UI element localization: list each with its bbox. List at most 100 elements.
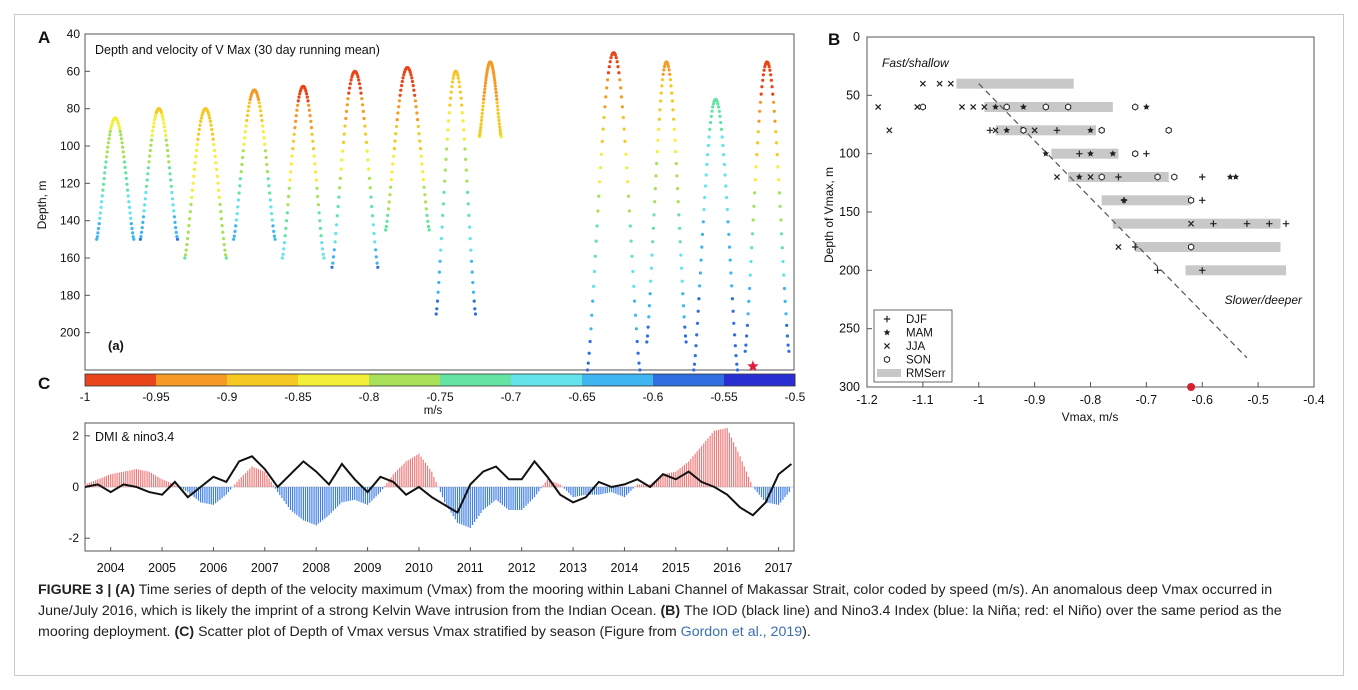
chart-a-point <box>495 97 499 101</box>
chart-a-point <box>98 216 102 220</box>
chart-a-point <box>162 125 167 129</box>
chart-a-point <box>662 68 666 72</box>
chart-a-point <box>414 105 418 109</box>
chart-a-point <box>498 125 502 129</box>
chart-a-point <box>410 76 414 80</box>
chart-a-point <box>344 109 349 113</box>
chart-a-point <box>645 334 650 338</box>
chart-a-point <box>386 213 390 217</box>
figure-caption: FIGURE 3 | (A) Time series of depth of t… <box>38 580 1328 643</box>
chart-a-point <box>782 273 786 277</box>
chart-a-point <box>627 209 632 213</box>
chart-a-point <box>394 132 398 136</box>
chart-a-point <box>256 97 261 101</box>
chart-a-point <box>249 95 253 99</box>
chart-a-point <box>774 130 778 134</box>
chart-a-point <box>459 96 463 100</box>
chart-a-point <box>210 132 215 136</box>
chart-a-point <box>620 105 625 109</box>
chart-a-point <box>222 243 226 247</box>
chart-a-point <box>703 195 707 200</box>
chart-a-point <box>310 132 314 136</box>
chart-a-point <box>191 181 195 185</box>
chart-a-point <box>495 101 499 105</box>
chart-b-point-jja <box>1115 243 1122 251</box>
chart-a-point <box>342 132 346 136</box>
chart-a-point <box>460 103 464 107</box>
chart-c-xtick-label: 2005 <box>148 561 176 575</box>
chart-panel-b: Depth of Vmax, m Vmax, m/s Fast/shallow … <box>822 30 1325 424</box>
chart-a-point <box>169 178 173 182</box>
chart-a-point <box>449 90 453 94</box>
chart-a-point <box>724 184 728 188</box>
colorbar-swatch <box>298 374 370 386</box>
chart-a-point <box>307 108 311 112</box>
chart-a-point <box>270 212 274 216</box>
chart-a-point <box>220 224 224 228</box>
chart-a-point <box>207 113 211 117</box>
chart-a-point <box>484 75 488 79</box>
chart-a-point <box>140 230 144 234</box>
chart-a-point <box>617 71 621 75</box>
chart-a-point <box>271 224 275 228</box>
chart-a-point <box>397 99 401 103</box>
chart-a-point <box>451 76 455 80</box>
chart-a-point <box>425 213 429 217</box>
chart-a-point <box>661 72 665 76</box>
chart-b-point-djf <box>1132 243 1139 251</box>
chart-a-point <box>465 179 469 183</box>
chart-a-point <box>309 126 314 130</box>
chart-a-point <box>587 351 591 355</box>
chart-a-point <box>494 87 498 91</box>
chart-b-point-mam <box>1120 196 1128 204</box>
chart-a-point <box>416 118 420 122</box>
chart-a-point <box>604 95 608 99</box>
chart-b-ytick-label: 0 <box>853 30 860 44</box>
chart-a-ytick-label: 160 <box>60 251 80 265</box>
chart-a-point <box>149 143 153 147</box>
chart-a-point <box>758 100 763 104</box>
chart-a-point <box>196 137 200 141</box>
chart-a-point <box>234 218 238 222</box>
chart-a-point <box>208 119 212 123</box>
caption-part1-label: (A) <box>115 582 135 598</box>
chart-a-point <box>347 91 351 95</box>
chart-a-point <box>188 210 192 214</box>
chart-a-point <box>213 154 217 159</box>
chart-a-ytick-label: 100 <box>60 139 80 153</box>
chart-a-point <box>703 184 708 188</box>
chart-a-point <box>400 84 404 88</box>
chart-a-point <box>780 246 784 250</box>
chart-a-point <box>312 154 316 158</box>
chart-a-point <box>99 205 103 209</box>
chart-c-xtick-label: 2012 <box>508 561 536 575</box>
caption-part3-text: Scatter plot of Depth of Vmax versus Vma… <box>194 624 681 640</box>
chart-a-point <box>164 133 168 137</box>
chart-b-point-djf <box>1199 197 1206 204</box>
chart-a-point <box>441 213 445 217</box>
chart-a-point <box>777 178 781 182</box>
chart-a-point <box>260 118 264 123</box>
chart-a-point <box>722 162 727 167</box>
chart-a-point <box>370 204 374 209</box>
chart-b-point-mam <box>1143 103 1150 110</box>
chart-a-point <box>444 157 448 161</box>
caption-reference-link[interactable]: Gordon et al., 2019 <box>680 624 803 640</box>
chart-a-point <box>481 104 485 108</box>
chart-b-point-jja <box>947 80 954 87</box>
chart-a-point <box>478 133 482 137</box>
chart-b-point-son <box>1065 103 1072 111</box>
chart-a-point <box>449 96 453 100</box>
chart-a-point <box>127 205 132 209</box>
chart-a-point <box>649 266 654 270</box>
chart-a-point <box>199 119 203 123</box>
chart-a-point <box>749 259 753 264</box>
chart-a-point <box>166 148 170 153</box>
chart-a-point <box>318 219 322 223</box>
chart-a-point <box>761 78 765 82</box>
chart-a-point <box>95 235 99 239</box>
chart-a-point <box>725 195 729 200</box>
chart-a-point <box>679 253 683 257</box>
chart-a-point <box>411 84 415 88</box>
chart-a-point <box>145 178 149 182</box>
